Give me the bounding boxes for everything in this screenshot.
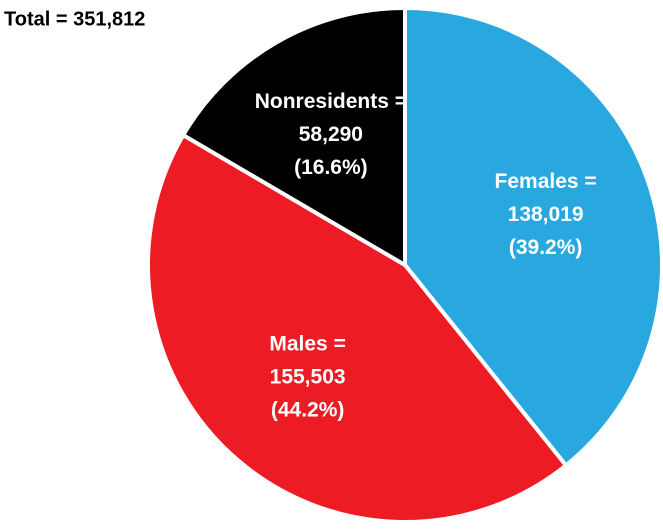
slice-value: 155,503 <box>270 365 346 388</box>
slice-category: Females = <box>495 170 597 193</box>
pie-slice <box>403 6 663 468</box>
slice-value: 138,019 <box>508 203 584 226</box>
chart-title: Total = 351,812 <box>4 8 145 30</box>
slice-percent: (44.2%) <box>271 398 345 421</box>
slice-value: 58,290 <box>299 123 363 146</box>
slice-category: Males = <box>269 332 345 355</box>
pie-slice <box>146 133 568 524</box>
pie-slice <box>181 6 407 267</box>
slice-category: Nonresidents = <box>255 90 407 113</box>
slice-percent: (39.2%) <box>509 236 583 259</box>
slice-percent: (16.6%) <box>294 156 368 179</box>
